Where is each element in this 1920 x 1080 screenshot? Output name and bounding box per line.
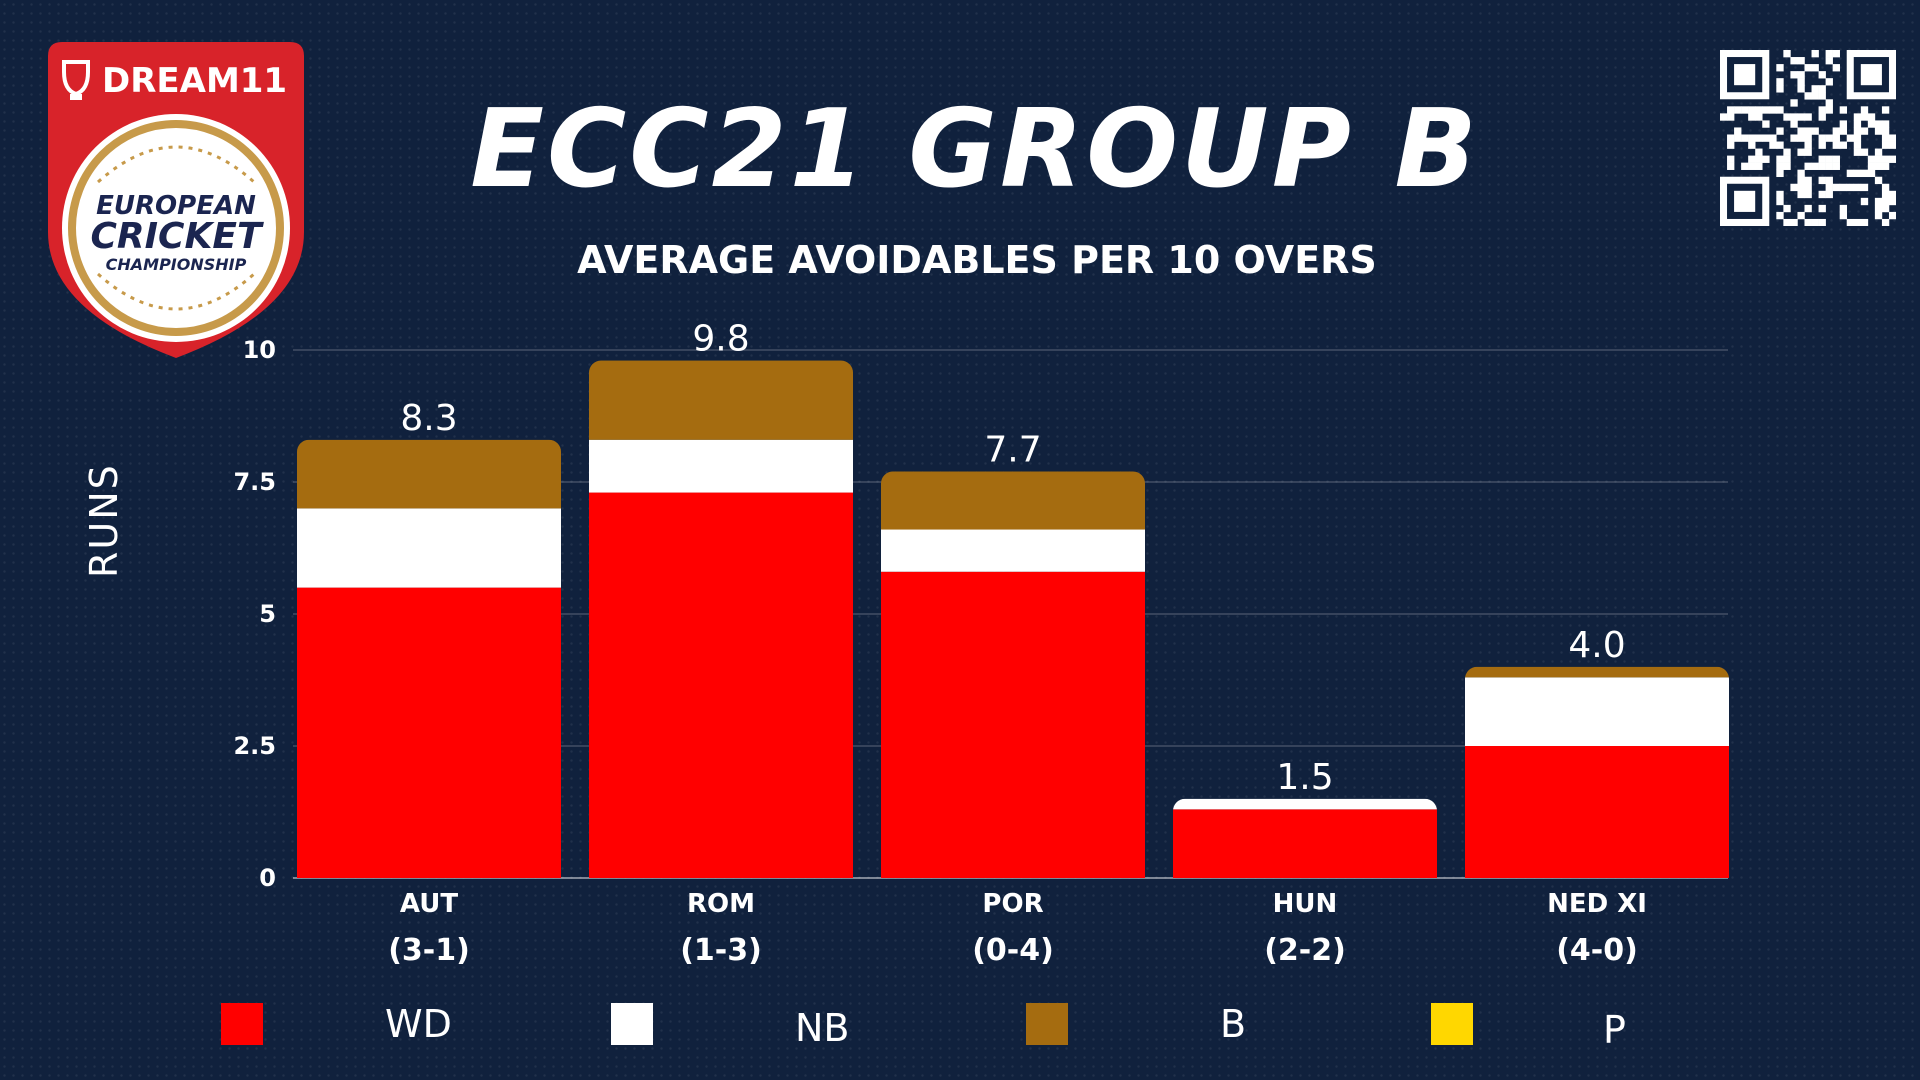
- logo-badge-line2: CRICKET: [91, 216, 264, 257]
- bar-stack: [881, 471, 1145, 878]
- bar-segment-b: [589, 360, 853, 440]
- bar-stack: [589, 360, 853, 878]
- bar-segment-nb: [881, 529, 1145, 572]
- y-tick-label: 10: [243, 336, 276, 364]
- bar-segment-wd: [1465, 746, 1729, 878]
- x-tick-record: (3-1): [388, 933, 470, 968]
- bar-segment-wd: [881, 571, 1145, 878]
- bar-stack: [297, 439, 561, 878]
- y-tick-label: 2.5: [233, 732, 276, 760]
- total-data-label: 8.3: [400, 398, 457, 439]
- total-data-label: 9.8: [692, 319, 749, 360]
- bar-segment-nb: [589, 439, 853, 493]
- logo-badge-line3: CHAMPIONSHIP: [106, 255, 247, 274]
- bar-segment-wd: [589, 492, 853, 878]
- y-tick-label: 5: [259, 600, 276, 628]
- x-tick-label: HUN: [1273, 889, 1338, 919]
- x-tick-record: (2-2): [1264, 933, 1346, 968]
- x-tick-label: ROM: [687, 889, 755, 919]
- total-data-label: 7.7: [984, 429, 1041, 470]
- y-tick-label: 7.5: [233, 468, 276, 496]
- bar-segment-nb: [1173, 798, 1437, 810]
- dream11-mark-icon: [62, 60, 90, 100]
- ecc-logo: DREAM11 EUROPEAN CRICKET CHAMPIONSHIP: [48, 42, 304, 358]
- x-tick-record: (1-3): [680, 933, 762, 968]
- x-tick-label: AUT: [400, 889, 458, 919]
- bar-segment-b: [297, 439, 561, 509]
- logo-brand-text: DREAM11: [102, 61, 287, 101]
- bar-segment-wd: [1173, 809, 1437, 878]
- total-data-label: 1.5: [1276, 757, 1333, 798]
- bar-segment-nb: [297, 508, 561, 588]
- x-tick-record: (4-0): [1556, 933, 1638, 968]
- qr-code[interactable]: [1720, 50, 1896, 226]
- bar-stack: [1173, 798, 1437, 878]
- total-data-label: 4.0: [1568, 625, 1625, 666]
- x-tick-record: (0-4): [972, 933, 1054, 968]
- chart-subtitle: AVERAGE AVOIDABLES PER 10 OVERS: [577, 238, 1377, 282]
- y-tick-label: 0: [259, 864, 276, 892]
- bar-stack: [1465, 666, 1729, 878]
- x-tick-label: NED XI: [1547, 889, 1647, 919]
- logo-badge-line1: EUROPEAN: [96, 191, 256, 221]
- x-tick-label: POR: [982, 889, 1043, 919]
- bar-segment-nb: [1465, 677, 1729, 746]
- bar-segment-b: [1465, 666, 1729, 678]
- bar-segment-wd: [297, 587, 561, 878]
- chart-title: ECC21 GROUP B: [470, 87, 1480, 212]
- bar-segment-b: [881, 471, 1145, 530]
